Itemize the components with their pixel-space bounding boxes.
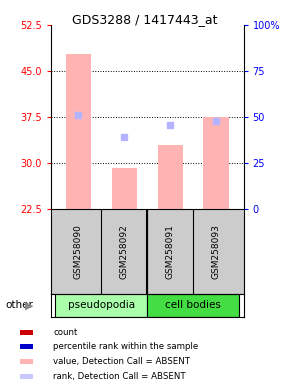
Text: GSM258093: GSM258093 [211, 224, 221, 279]
Text: cell bodies: cell bodies [165, 300, 221, 310]
Text: other: other [6, 300, 34, 310]
Bar [147, 294, 239, 317]
Bar [66, 54, 91, 209]
Bar [55, 294, 147, 317]
Text: GSM258092: GSM258092 [120, 224, 129, 279]
Text: count: count [53, 328, 77, 336]
Bar [20, 344, 33, 349]
Text: GSM258090: GSM258090 [74, 224, 83, 279]
Text: value, Detection Call = ABSENT: value, Detection Call = ABSENT [53, 357, 190, 366]
Text: rank, Detection Call = ABSENT: rank, Detection Call = ABSENT [53, 372, 186, 381]
Bar [20, 329, 33, 334]
Text: percentile rank within the sample: percentile rank within the sample [53, 342, 198, 351]
Bar [203, 117, 229, 209]
Text: GDS3288 / 1417443_at: GDS3288 / 1417443_at [72, 13, 218, 26]
Text: GSM258091: GSM258091 [166, 224, 175, 279]
Bar [20, 359, 33, 364]
Text: ▶: ▶ [25, 300, 33, 310]
Bar [112, 168, 137, 209]
Bar [157, 145, 183, 209]
Bar [20, 374, 33, 379]
Text: pseudopodia: pseudopodia [68, 300, 135, 310]
